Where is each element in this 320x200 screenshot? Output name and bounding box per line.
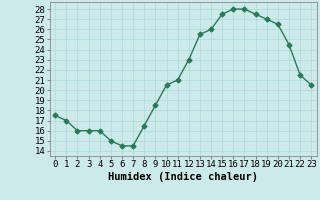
X-axis label: Humidex (Indice chaleur): Humidex (Indice chaleur)	[108, 172, 258, 182]
